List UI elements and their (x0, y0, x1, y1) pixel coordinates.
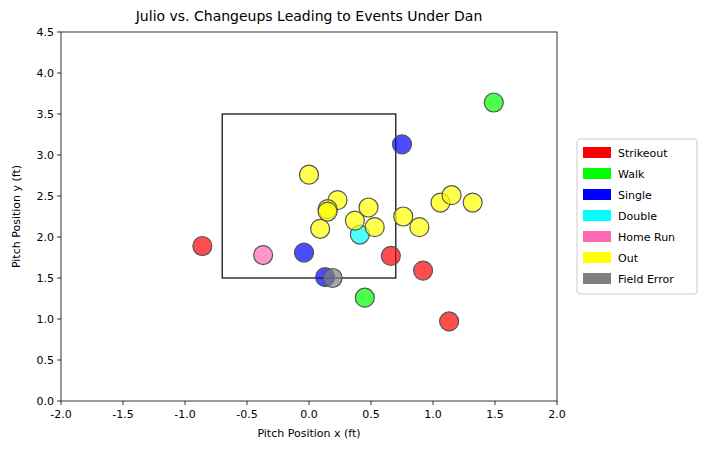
x-tick (309, 401, 310, 405)
x-tick-label: 2.0 (548, 408, 566, 421)
y-axis-label: Pitch Position y (ft) (10, 165, 23, 268)
x-tick (247, 401, 248, 405)
x-tick-label: -1.5 (112, 408, 133, 421)
point (410, 218, 429, 237)
point (414, 261, 433, 280)
y-tick (57, 114, 61, 115)
y-tick-label: 4.5 (37, 26, 55, 39)
legend-swatch (583, 168, 611, 179)
point (300, 165, 319, 184)
y-tick-label: 3.5 (37, 108, 55, 121)
y-tick (57, 155, 61, 156)
point (365, 218, 384, 237)
legend-label: Field Error (618, 273, 674, 286)
point (193, 237, 212, 256)
legend-swatch (583, 210, 611, 221)
point (311, 219, 330, 238)
x-tick (433, 401, 434, 405)
x-tick-label: 1.0 (424, 408, 442, 421)
plot-area (193, 93, 503, 331)
title: Julio vs. Changeups Leading to Events Un… (135, 8, 483, 24)
x-tick (557, 401, 558, 405)
legend-label: Home Run (618, 231, 675, 244)
legend-swatch (583, 189, 611, 200)
point (359, 198, 378, 217)
strike-zone (222, 114, 396, 278)
y-tick-label: 3.0 (37, 149, 55, 162)
point (440, 312, 459, 331)
point (318, 202, 337, 221)
y-tick-label: 1.5 (37, 272, 55, 285)
x-tick (371, 401, 372, 405)
point (381, 246, 400, 265)
x-tick-label: -1.0 (174, 408, 195, 421)
point (393, 135, 412, 154)
y-tick-label: 2.5 (37, 190, 55, 203)
y-tick-label: 4.0 (37, 67, 55, 80)
y-tick-label: 1.0 (37, 313, 55, 326)
y-tick-label: 0.0 (37, 395, 55, 408)
legend-swatch (583, 252, 611, 263)
y-tick (57, 401, 61, 402)
legend-swatch (583, 273, 611, 284)
chart: Julio vs. Changeups Leading to Events Un… (0, 0, 709, 455)
point (442, 186, 461, 205)
legend-label: Single (618, 189, 652, 202)
x-tick-label: 0.0 (300, 408, 318, 421)
x-tick (495, 401, 496, 405)
y-tick (57, 196, 61, 197)
x-tick (123, 401, 124, 405)
point (463, 193, 482, 212)
point (355, 288, 374, 307)
y-tick (57, 360, 61, 361)
y-tick-label: 0.5 (37, 354, 55, 367)
legend-swatch (583, 231, 611, 242)
point (484, 93, 503, 112)
x-tick-label: -2.0 (50, 408, 71, 421)
x-tick (61, 401, 62, 405)
point (295, 243, 314, 262)
y-tick-label: 2.0 (37, 231, 55, 244)
x-tick-label: -0.5 (236, 408, 257, 421)
x-axis-label: Pitch Position x (ft) (257, 427, 360, 440)
y-tick (57, 32, 61, 33)
legend-label: Strikeout (618, 147, 668, 160)
y-tick (57, 237, 61, 238)
point (394, 207, 413, 226)
x-tick (185, 401, 186, 405)
plot-frame (61, 32, 557, 401)
legend-label: Walk (618, 168, 645, 181)
y-tick (57, 278, 61, 279)
y-tick (57, 73, 61, 74)
legend (577, 139, 697, 294)
legend-swatch (583, 147, 611, 158)
legend-label: Out (618, 252, 639, 265)
legend-label: Double (618, 210, 657, 223)
y-tick (57, 319, 61, 320)
point (254, 246, 273, 265)
x-tick-label: 1.5 (486, 408, 504, 421)
x-tick-label: 0.5 (362, 408, 380, 421)
point (323, 269, 342, 288)
